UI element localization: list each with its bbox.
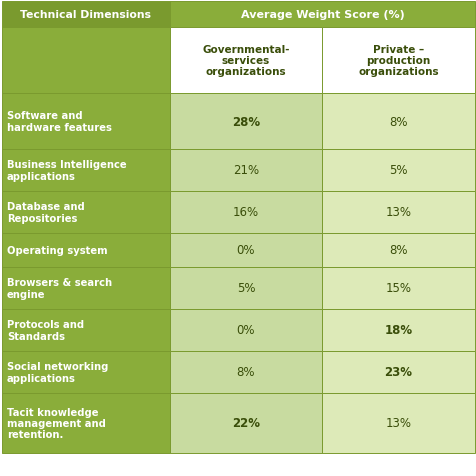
Text: Database and
Repositories: Database and Repositories [7, 202, 85, 223]
Text: Operating system: Operating system [7, 246, 108, 256]
Text: Technical Dimensions: Technical Dimensions [20, 10, 151, 20]
FancyBboxPatch shape [169, 309, 321, 351]
FancyBboxPatch shape [321, 28, 474, 94]
FancyBboxPatch shape [2, 2, 169, 28]
FancyBboxPatch shape [2, 149, 169, 192]
FancyBboxPatch shape [2, 351, 169, 393]
Text: Private –
production
organizations: Private – production organizations [357, 45, 438, 77]
Text: 23%: 23% [384, 366, 412, 379]
FancyBboxPatch shape [2, 234, 169, 268]
FancyBboxPatch shape [321, 268, 474, 309]
Text: 0%: 0% [236, 244, 255, 257]
FancyBboxPatch shape [321, 94, 474, 149]
Text: 15%: 15% [385, 282, 411, 295]
Text: 0%: 0% [236, 324, 255, 337]
Text: Average Weight Score (%): Average Weight Score (%) [240, 10, 404, 20]
FancyBboxPatch shape [169, 149, 321, 192]
Text: Tacit knowledge
management and
retention.: Tacit knowledge management and retention… [7, 407, 106, 439]
Text: 16%: 16% [232, 206, 258, 219]
Text: 13%: 13% [385, 206, 411, 219]
Text: Protocols and
Standards: Protocols and Standards [7, 320, 84, 341]
FancyBboxPatch shape [2, 94, 169, 149]
FancyBboxPatch shape [321, 149, 474, 192]
Text: 21%: 21% [232, 164, 258, 177]
FancyBboxPatch shape [321, 351, 474, 393]
FancyBboxPatch shape [169, 192, 321, 234]
FancyBboxPatch shape [169, 351, 321, 393]
Text: 22%: 22% [231, 416, 259, 430]
FancyBboxPatch shape [321, 309, 474, 351]
FancyBboxPatch shape [169, 28, 321, 94]
Text: 28%: 28% [231, 115, 259, 128]
Text: 8%: 8% [388, 115, 407, 128]
Text: Social networking
applications: Social networking applications [7, 362, 108, 383]
Text: 8%: 8% [388, 244, 407, 257]
FancyBboxPatch shape [169, 234, 321, 268]
Text: 5%: 5% [388, 164, 407, 177]
Text: 13%: 13% [385, 416, 411, 430]
Text: 18%: 18% [384, 324, 412, 337]
FancyBboxPatch shape [169, 393, 321, 453]
FancyBboxPatch shape [321, 234, 474, 268]
FancyBboxPatch shape [2, 268, 169, 309]
FancyBboxPatch shape [2, 28, 169, 94]
Text: Browsers & search
engine: Browsers & search engine [7, 278, 112, 299]
FancyBboxPatch shape [169, 268, 321, 309]
FancyBboxPatch shape [169, 94, 321, 149]
Text: 8%: 8% [236, 366, 255, 379]
Text: Business Intelligence
applications: Business Intelligence applications [7, 160, 126, 181]
Text: Governmental-
services
organizations: Governmental- services organizations [202, 45, 289, 77]
FancyBboxPatch shape [321, 192, 474, 234]
FancyBboxPatch shape [169, 2, 474, 28]
Text: Software and
hardware features: Software and hardware features [7, 111, 112, 132]
FancyBboxPatch shape [2, 192, 169, 234]
FancyBboxPatch shape [321, 393, 474, 453]
Text: 5%: 5% [236, 282, 255, 295]
FancyBboxPatch shape [2, 393, 169, 453]
FancyBboxPatch shape [2, 309, 169, 351]
